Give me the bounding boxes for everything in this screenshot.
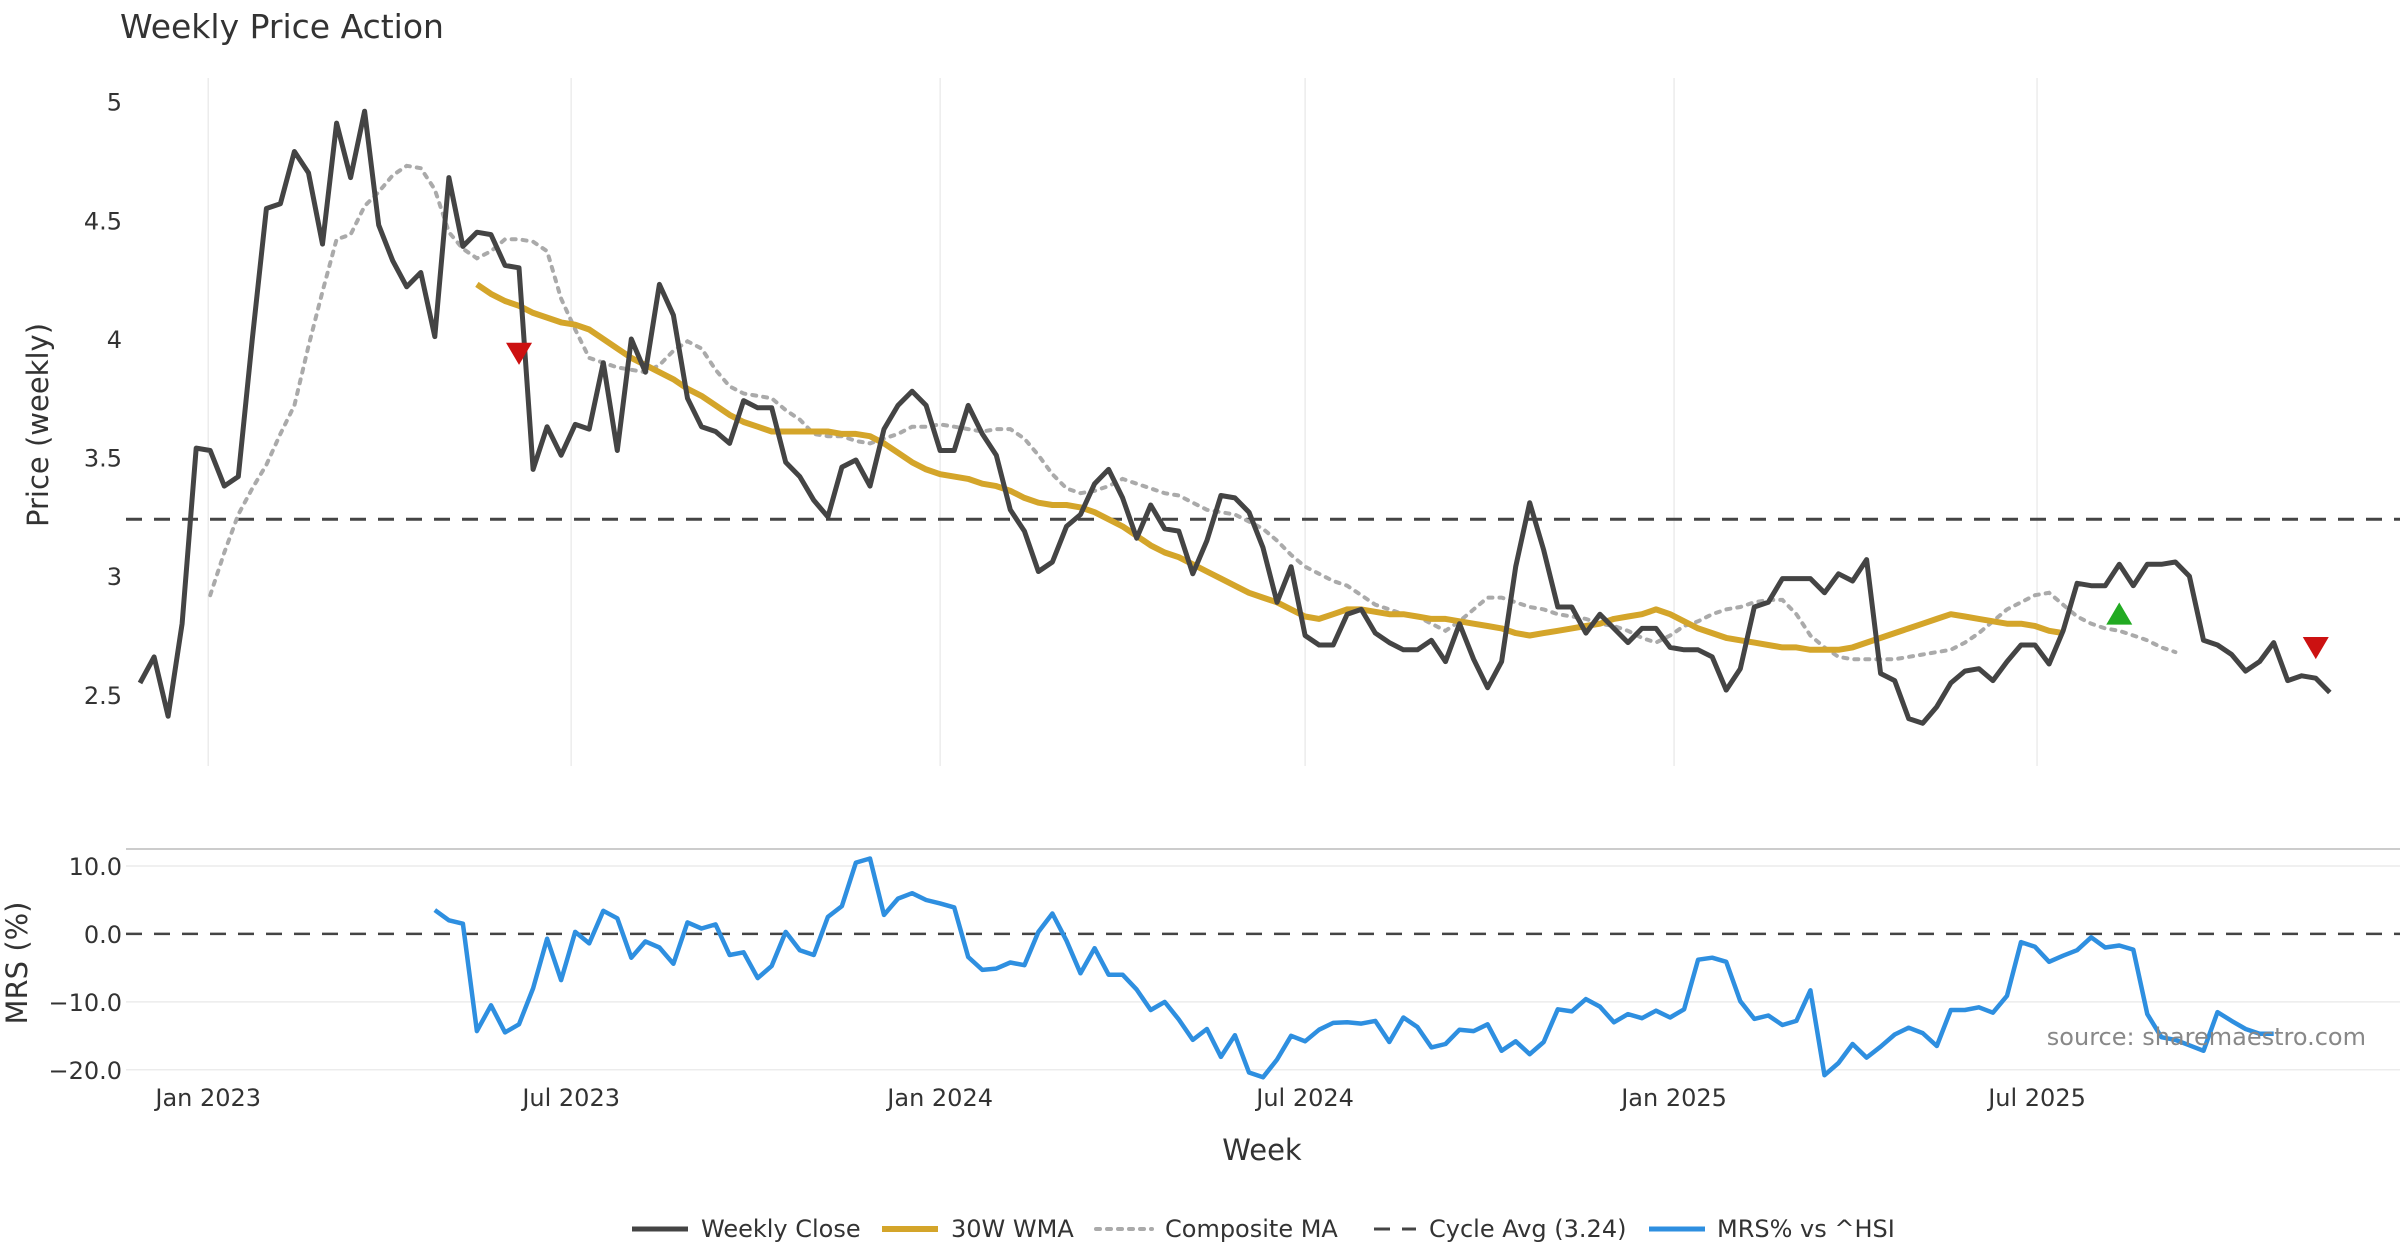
legend-label-weekly-close: Weekly Close [701, 1215, 861, 1243]
source-note: source: sharemaestro.com [2047, 1023, 2366, 1051]
mrs-y-tick-3: −20.0 [48, 1057, 122, 1085]
x-tick-jan-2023: Jan 2023 [153, 1084, 261, 1112]
chart-title: Weekly Price Action [120, 7, 444, 46]
mrs-y-axis-label: MRS (%) [0, 902, 34, 1025]
x-tick-jul-2023: Jul 2023 [520, 1084, 620, 1112]
signal-markers [506, 342, 2329, 660]
legend-label-composite-ma: Composite MA [1165, 1215, 1338, 1243]
mrs-line [433, 856, 2274, 1080]
price-y-tick-5: 5 [107, 89, 122, 117]
legend-label-cycle-avg: Cycle Avg (3.24) [1429, 1215, 1626, 1243]
mrs-y-tick-2: −10.0 [48, 989, 122, 1017]
x-axis-ticks: Jan 2023 Jul 2023 Jan 2024 Jul 2024 Jan 2025… [153, 1084, 2086, 1112]
legend-item-cycle-avg: Cycle Avg (3.24) [1374, 1215, 1626, 1243]
buy-signal-marker-1 [2106, 602, 2133, 625]
price-y-tick-4: 4 [107, 326, 122, 354]
legend-label-mrs: MRS% vs ^HSI [1717, 1215, 1895, 1243]
wma-30w-line [475, 281, 2064, 653]
sell-signal-marker-2 [2302, 636, 2329, 660]
mrs-y-tick-0: 10.0 [69, 853, 122, 881]
legend-item-composite-ma: Composite MA [1094, 1215, 1338, 1243]
legend-item-weekly-close: Weekly Close [632, 1215, 861, 1243]
legend: Weekly Close 30W WMA Composite MA Cycle … [632, 1215, 1895, 1243]
legend-item-mrs: MRS% vs ^HSI [1649, 1215, 1895, 1243]
price-y-tick-2-5: 2.5 [84, 682, 122, 710]
price-y-tick-3-5: 3.5 [84, 445, 122, 473]
mrs-gridlines [126, 865, 2400, 1071]
price-y-axis-label: Price (weekly) [21, 323, 55, 527]
x-tick-jul-2024: Jul 2024 [1254, 1084, 1354, 1112]
price-y-tick-3: 3 [107, 563, 122, 591]
mrs-y-tick-1: 0.0 [84, 921, 122, 949]
x-tick-jul-2025: Jul 2025 [1986, 1084, 2086, 1112]
price-gridlines [207, 78, 2038, 766]
legend-label-30w-wma: 30W WMA [951, 1215, 1074, 1243]
price-y-tick-4-5: 4.5 [84, 207, 122, 235]
legend-item-30w-wma: 30W WMA [882, 1215, 1074, 1243]
mrs-y-ticks: 10.0 0.0 −10.0 −20.0 [48, 853, 122, 1085]
sell-signal-marker-0 [506, 342, 533, 365]
composite-ma-line [208, 163, 2178, 662]
weekly-close-line [137, 108, 2332, 726]
x-tick-jan-2025: Jan 2025 [1619, 1084, 1727, 1112]
x-tick-jan-2024: Jan 2024 [885, 1084, 993, 1112]
x-axis-label: Week [1222, 1133, 1302, 1167]
price-y-ticks: 5 4.5 4 3.5 3 2.5 [84, 89, 122, 710]
